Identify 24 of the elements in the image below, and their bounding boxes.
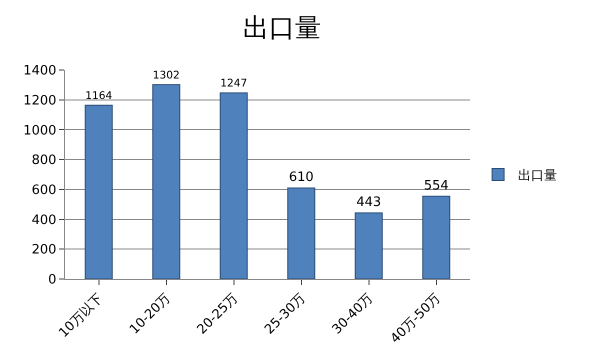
data-label: 443 (356, 194, 382, 210)
bar (287, 187, 316, 279)
bar (422, 196, 450, 279)
data-label: 554 (424, 178, 449, 194)
y-tick-label: 0 (48, 272, 56, 288)
bar (220, 92, 248, 279)
data-label: 610 (288, 170, 314, 185)
y-tick-label: 1200 (23, 93, 56, 108)
legend-label: 出口量 (518, 168, 558, 184)
y-tick-label: 1400 (23, 64, 56, 79)
data-label: 1164 (85, 90, 112, 102)
x-tick-label: 40万-50万 (388, 290, 444, 347)
y-tick-label: 400 (32, 212, 56, 228)
y-tick-label: 600 (32, 182, 56, 198)
y-tick-label: 800 (32, 153, 56, 168)
chart-title: 出口量 (243, 13, 321, 44)
bar (84, 104, 113, 279)
bar (152, 84, 180, 279)
y-tick-label: 1000 (23, 123, 56, 138)
bar (354, 212, 383, 279)
data-label: 1247 (220, 78, 248, 90)
y-tick-label: 200 (32, 242, 56, 258)
data-label: 1302 (152, 69, 180, 82)
x-tick-label: 10万以下 (56, 290, 106, 341)
